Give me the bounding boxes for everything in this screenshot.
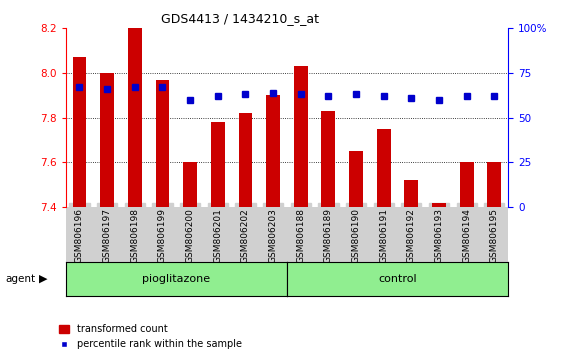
Bar <box>349 151 363 207</box>
Bar <box>432 202 446 207</box>
Bar <box>100 73 114 207</box>
Bar <box>73 57 86 207</box>
Text: agent: agent <box>6 274 36 284</box>
Bar <box>377 129 391 207</box>
Text: GDS4413 / 1434210_s_at: GDS4413 / 1434210_s_at <box>161 12 319 25</box>
Bar <box>294 66 308 207</box>
Bar <box>128 28 142 207</box>
Bar <box>404 180 419 207</box>
Text: pioglitazone: pioglitazone <box>142 274 210 284</box>
Bar <box>266 95 280 207</box>
Bar <box>183 162 197 207</box>
Bar <box>155 80 170 207</box>
Bar <box>488 162 501 207</box>
Text: ▶: ▶ <box>39 274 47 284</box>
Bar <box>211 122 225 207</box>
Bar <box>321 111 335 207</box>
Legend: transformed count, percentile rank within the sample: transformed count, percentile rank withi… <box>59 324 242 349</box>
Bar <box>239 113 252 207</box>
Text: control: control <box>378 274 417 284</box>
Bar <box>460 162 473 207</box>
